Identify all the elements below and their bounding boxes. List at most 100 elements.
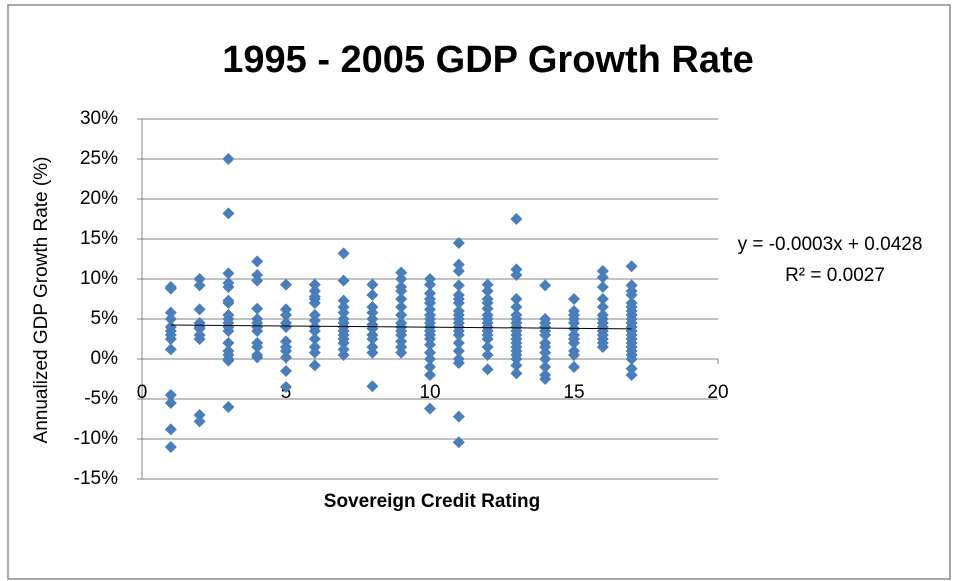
data-point [251,325,264,337]
data-point [510,353,523,365]
data-point [308,359,321,372]
data-point [164,441,177,453]
data-point [452,297,465,309]
data-point [452,279,465,292]
y-axis-title: Annualized GDP Growth Rate (%) [31,157,52,444]
data-point [280,345,292,357]
data-point [193,303,206,316]
data-point [510,213,523,225]
data-point [481,302,494,315]
data-point [424,278,436,291]
data-point [510,269,523,281]
data-point [222,267,235,280]
data-point [481,278,494,291]
data-point [164,397,177,409]
data-point [193,279,206,292]
data-point [510,359,523,372]
x-axis-title: Sovereign Credit Rating [324,491,540,512]
data-point [280,321,292,333]
data-point [337,247,350,260]
y-tick-label: -15% [74,468,118,489]
y-tick-label: 25% [80,148,118,169]
data-point [452,258,465,271]
data-point [596,301,609,313]
trendline [170,324,632,330]
data-point [395,273,408,285]
data-point [481,333,494,345]
data-point [280,381,292,393]
data-point [596,271,609,284]
data-point [481,349,494,361]
data-point [424,297,436,309]
data-point [395,346,408,359]
trendline-equation: y = -0.0003x + 0.0428 [738,234,923,255]
data-point [280,278,292,291]
data-point [193,333,206,345]
data-point [539,361,552,373]
x-tick-label: 0 [137,382,148,403]
data-point [337,306,350,319]
data-point [424,402,436,415]
data-point [251,274,264,287]
data-point [193,415,206,428]
data-point [424,369,436,381]
data-point [222,297,235,309]
data-point [481,363,494,376]
data-point [164,306,177,319]
data-point [510,367,523,380]
data-point [539,353,552,365]
data-point [539,329,552,341]
data-point [308,325,321,337]
data-point [222,281,235,293]
x-tick-label: 10 [419,382,440,403]
data-point [308,297,321,309]
chart-frame [7,4,951,580]
x-tick-label: 20 [707,382,728,403]
data-point [222,354,235,367]
data-point [308,314,321,327]
data-point [308,346,321,359]
data-point [481,285,494,297]
data-point [452,237,465,249]
data-point [193,273,206,285]
data-point [452,329,465,341]
data-point [366,333,379,345]
data-point [222,207,235,220]
data-point [395,309,408,321]
y-tick-label: 15% [80,228,118,249]
data-point [481,341,494,353]
data-point [251,341,264,353]
data-point [596,265,609,277]
chart-title: 1995 - 2005 GDP Growth Rate [222,39,754,81]
data-point [337,294,350,307]
data-point [568,349,580,361]
data-point [366,278,379,291]
data-point [164,333,177,345]
data-point [395,285,408,297]
data-point [395,301,408,313]
data-point [452,410,465,423]
data-point [222,153,235,165]
data-point [366,346,379,359]
data-point [539,279,552,292]
data-point [308,278,321,291]
data-point [164,281,177,293]
data-point [568,337,580,349]
data-point [222,325,235,337]
data-point [251,255,264,268]
data-point [424,353,436,365]
data-point [366,289,379,301]
data-point [452,265,465,277]
data-point [164,343,177,356]
data-point [280,351,292,364]
data-point [337,337,350,349]
y-tick-label: 0% [91,348,119,369]
data-point [366,380,379,393]
data-point [280,365,292,377]
data-point [337,274,350,287]
data-point [308,333,321,345]
data-point [251,302,264,315]
data-point [625,289,638,301]
data-point [452,345,465,357]
